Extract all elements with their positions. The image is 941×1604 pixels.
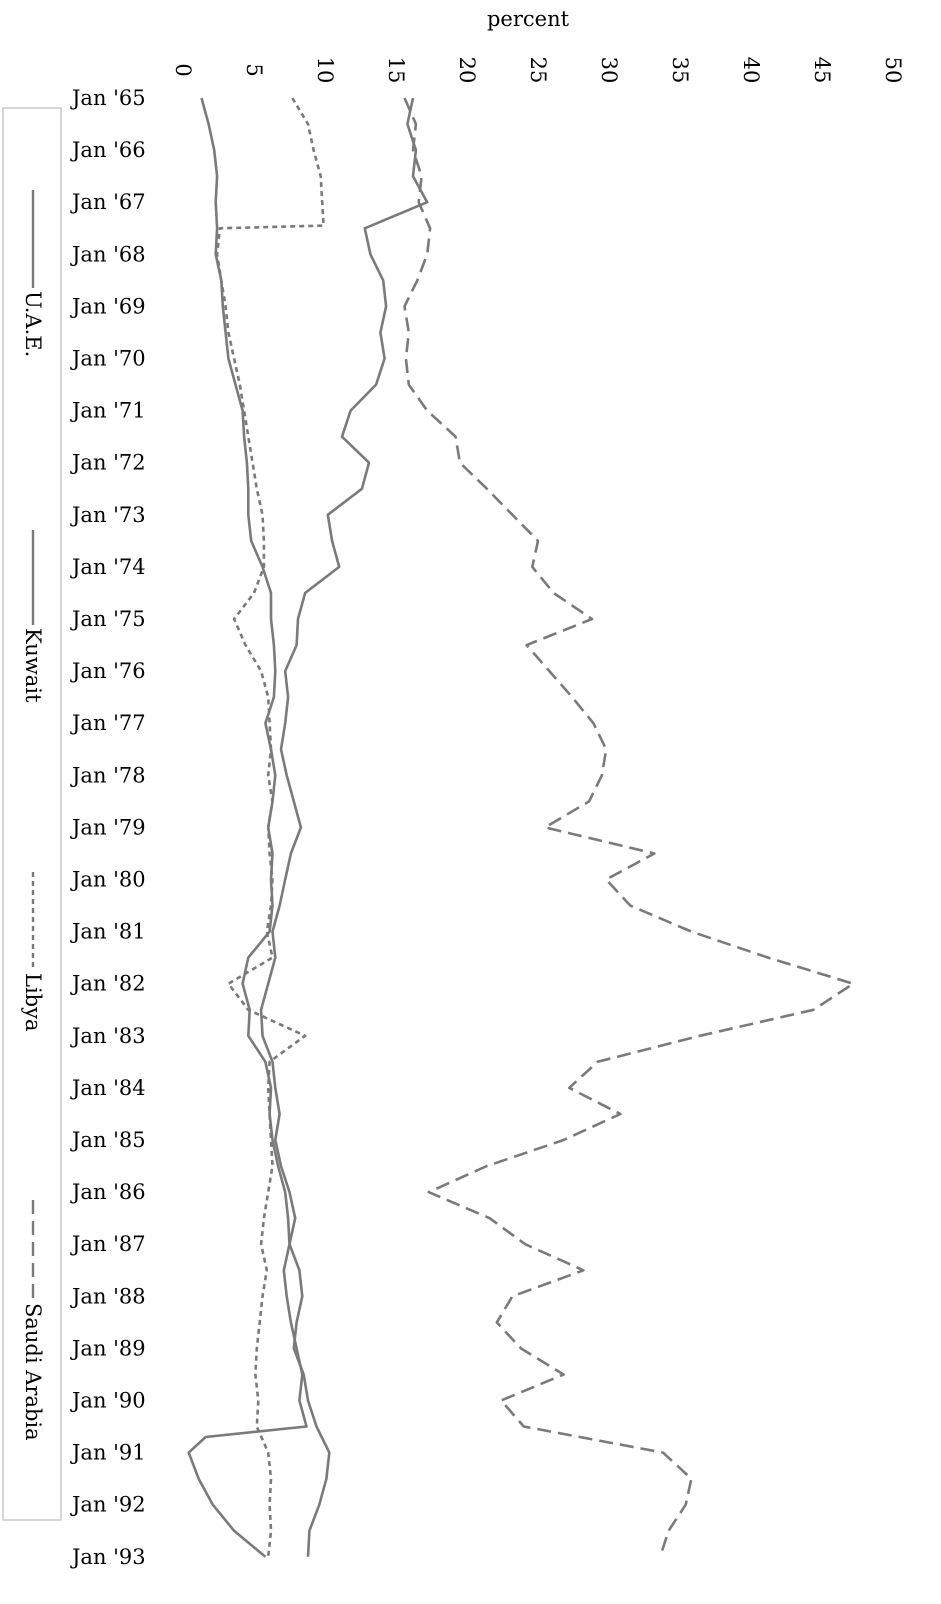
y-tick-label: 0 bbox=[171, 63, 195, 76]
x-tick-label: Jan '80 bbox=[70, 868, 146, 892]
x-tick-label: Jan '77 bbox=[70, 711, 146, 735]
y-tick-label: 50 bbox=[881, 57, 905, 84]
y-tick-label: 20 bbox=[455, 57, 479, 84]
x-tick-label: Jan '91 bbox=[70, 1441, 146, 1465]
x-tick-label: Jan '88 bbox=[70, 1284, 146, 1308]
x-tick-label: Jan '85 bbox=[70, 1128, 146, 1152]
y-tick-label: 15 bbox=[384, 57, 408, 84]
series-line-libya bbox=[215, 97, 325, 1557]
y-tick-label: 40 bbox=[739, 57, 763, 84]
y-axis-tick-labels: 0 5 10 15 20 25 30 35 40 45 50 bbox=[171, 57, 905, 84]
series-line-saudi-arabia bbox=[403, 97, 855, 1558]
x-tick-label: Jan '69 bbox=[70, 294, 146, 318]
x-tick-label: Jan '84 bbox=[70, 1076, 146, 1100]
x-tick-label: Jan '71 bbox=[70, 399, 146, 423]
y-tick-label: 25 bbox=[526, 57, 550, 84]
x-tick-label: Jan '83 bbox=[70, 1024, 146, 1048]
x-tick-label: Jan '73 bbox=[70, 503, 146, 527]
y-tick-label: 5 bbox=[242, 63, 266, 76]
x-tick-label: Jan '93 bbox=[70, 1545, 146, 1569]
x-tick-label: Jan '68 bbox=[70, 242, 146, 266]
y-tick-label: 10 bbox=[313, 57, 337, 84]
y-axis-title: percent bbox=[487, 7, 570, 31]
x-tick-label: Jan '82 bbox=[70, 972, 146, 996]
legend-label: Kuwait bbox=[21, 628, 45, 703]
x-tick-label: Jan '78 bbox=[70, 763, 146, 787]
x-tick-label: Jan '72 bbox=[70, 451, 146, 475]
x-tick-label: Jan '70 bbox=[70, 347, 146, 371]
x-tick-label: Jan '87 bbox=[70, 1232, 146, 1256]
x-tick-label: Jan '74 bbox=[70, 555, 146, 579]
x-tick-label: Jan '76 bbox=[70, 659, 146, 683]
y-tick-label: 30 bbox=[597, 57, 621, 84]
x-axis-tick-labels: Jan '65 Jan '66 Jan '67 Jan '68 Jan '69 Jan '… bbox=[70, 86, 146, 1569]
x-tick-label: Jan '75 bbox=[70, 607, 146, 631]
x-tick-label: Jan '67 bbox=[70, 190, 146, 214]
legend: U.A.E. Kuwait Libya Saudi Arabia bbox=[21, 190, 45, 1441]
x-tick-label: Jan '89 bbox=[70, 1336, 146, 1360]
y-tick-label: 45 bbox=[810, 57, 834, 84]
legend-label: Libya bbox=[21, 973, 45, 1032]
x-tick-label: Jan '65 bbox=[70, 86, 146, 110]
legend-label: U.A.E. bbox=[21, 291, 45, 357]
series-line-u-a-e bbox=[187, 97, 308, 1558]
x-tick-label: Jan '86 bbox=[70, 1180, 146, 1204]
x-tick-label: Jan '92 bbox=[70, 1493, 146, 1517]
x-tick-label: Jan '66 bbox=[70, 138, 146, 162]
series-line-kuwait bbox=[259, 97, 429, 1557]
x-tick-label: Jan '90 bbox=[70, 1389, 146, 1413]
x-tick-label: Jan '81 bbox=[70, 920, 146, 944]
legend-label: Saudi Arabia bbox=[21, 1303, 45, 1441]
x-tick-label: Jan '79 bbox=[70, 815, 146, 839]
legend-box bbox=[2, 107, 62, 1521]
series-lines bbox=[187, 97, 855, 1558]
y-tick-label: 35 bbox=[668, 57, 692, 84]
